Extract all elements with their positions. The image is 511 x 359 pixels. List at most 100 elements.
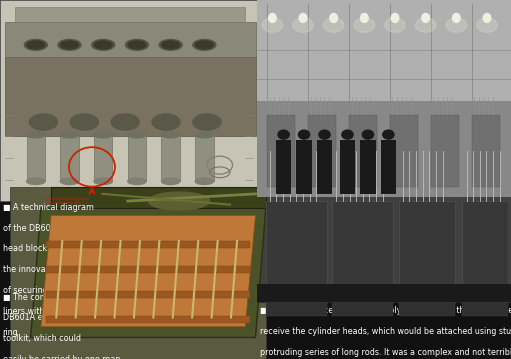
Bar (360, 140, 376, 194)
Ellipse shape (30, 114, 58, 130)
Ellipse shape (483, 13, 491, 22)
Bar (317, 140, 332, 194)
Ellipse shape (159, 39, 182, 50)
Ellipse shape (126, 39, 149, 50)
Ellipse shape (422, 13, 429, 22)
Ellipse shape (385, 18, 405, 32)
Ellipse shape (60, 131, 79, 138)
Ellipse shape (58, 39, 81, 50)
Bar (296, 140, 312, 194)
Bar (276, 140, 291, 194)
Bar (60, 135, 79, 181)
Bar (257, 284, 511, 302)
Ellipse shape (342, 130, 353, 139)
Bar (332, 201, 393, 302)
Ellipse shape (193, 114, 221, 130)
Text: toolkit, which could: toolkit, which could (3, 334, 81, 343)
Text: of the DB601A cylinder: of the DB601A cylinder (3, 224, 96, 233)
Ellipse shape (128, 178, 146, 185)
Ellipse shape (95, 41, 112, 49)
Ellipse shape (361, 13, 368, 22)
Ellipse shape (25, 39, 48, 50)
Ellipse shape (71, 114, 98, 130)
Bar (10, 187, 266, 359)
Ellipse shape (92, 39, 115, 50)
Polygon shape (46, 291, 250, 298)
Bar (266, 201, 327, 302)
Bar (332, 302, 393, 316)
Bar (431, 115, 459, 187)
Ellipse shape (262, 18, 283, 32)
Bar (399, 201, 455, 302)
Polygon shape (51, 187, 266, 208)
Bar (128, 135, 146, 181)
Text: easily be carried by one man.: easily be carried by one man. (3, 355, 123, 359)
Ellipse shape (383, 130, 394, 139)
Ellipse shape (354, 18, 375, 32)
Text: ■ The Rolls-Royce Merlin assembly line showing the crankcases waiting to: ■ The Rolls-Royce Merlin assembly line s… (260, 306, 511, 315)
Ellipse shape (27, 41, 45, 49)
Bar (472, 115, 500, 187)
Ellipse shape (453, 13, 460, 22)
Bar (266, 302, 327, 316)
Ellipse shape (162, 41, 180, 49)
Ellipse shape (61, 41, 79, 49)
Bar (399, 302, 455, 316)
Bar (0, 0, 261, 201)
Ellipse shape (128, 131, 146, 138)
Text: protruding series of long rods. It was a complex and not terribly reliable way: protruding series of long rods. It was a… (260, 348, 511, 356)
Ellipse shape (477, 18, 497, 32)
Bar (381, 140, 396, 194)
Bar (94, 135, 112, 181)
Ellipse shape (193, 39, 216, 50)
Text: head block, showing: head block, showing (3, 244, 85, 253)
Polygon shape (41, 215, 256, 327)
Bar (5, 57, 256, 136)
Bar (5, 22, 256, 57)
Ellipse shape (60, 178, 79, 185)
Text: receive the cylinder heads, which would be attached using studs and the: receive the cylinder heads, which would … (260, 327, 511, 336)
Ellipse shape (299, 13, 307, 22)
Bar (349, 115, 377, 187)
Text: liners with a geared: liners with a geared (3, 307, 82, 316)
Text: of securing the cylinder: of securing the cylinder (3, 286, 98, 295)
Ellipse shape (323, 18, 344, 32)
Ellipse shape (111, 114, 139, 130)
Ellipse shape (94, 131, 112, 138)
Ellipse shape (94, 178, 112, 185)
Bar (462, 201, 508, 302)
Polygon shape (31, 208, 266, 337)
Ellipse shape (195, 178, 214, 185)
Text: DB601A engine: DB601A engine (3, 313, 64, 322)
Text: ■ A technical diagram: ■ A technical diagram (3, 203, 94, 212)
Ellipse shape (195, 131, 214, 138)
Text: the innovative method: the innovative method (3, 265, 94, 274)
Ellipse shape (148, 192, 210, 210)
Bar (195, 135, 214, 181)
Bar (257, 0, 511, 108)
Polygon shape (46, 316, 250, 323)
Ellipse shape (362, 130, 374, 139)
Bar (308, 115, 336, 187)
Ellipse shape (269, 13, 276, 22)
Bar (27, 135, 45, 181)
Bar (390, 115, 418, 187)
Ellipse shape (152, 114, 180, 130)
Polygon shape (46, 266, 250, 273)
Text: ■ The compact: ■ The compact (3, 293, 65, 302)
Bar (340, 140, 355, 194)
Ellipse shape (319, 130, 330, 139)
Bar (161, 135, 180, 181)
Ellipse shape (330, 13, 337, 22)
Text: ring.: ring. (3, 328, 21, 337)
Ellipse shape (161, 178, 180, 185)
Polygon shape (46, 241, 250, 248)
Ellipse shape (293, 18, 313, 32)
Bar (267, 115, 295, 187)
Bar (257, 101, 511, 197)
Ellipse shape (27, 131, 45, 138)
Bar (15, 7, 245, 22)
Text: Geared securing gland
and retaining device: Geared securing gland and retaining devi… (43, 197, 90, 205)
Ellipse shape (446, 18, 467, 32)
Ellipse shape (128, 41, 146, 49)
